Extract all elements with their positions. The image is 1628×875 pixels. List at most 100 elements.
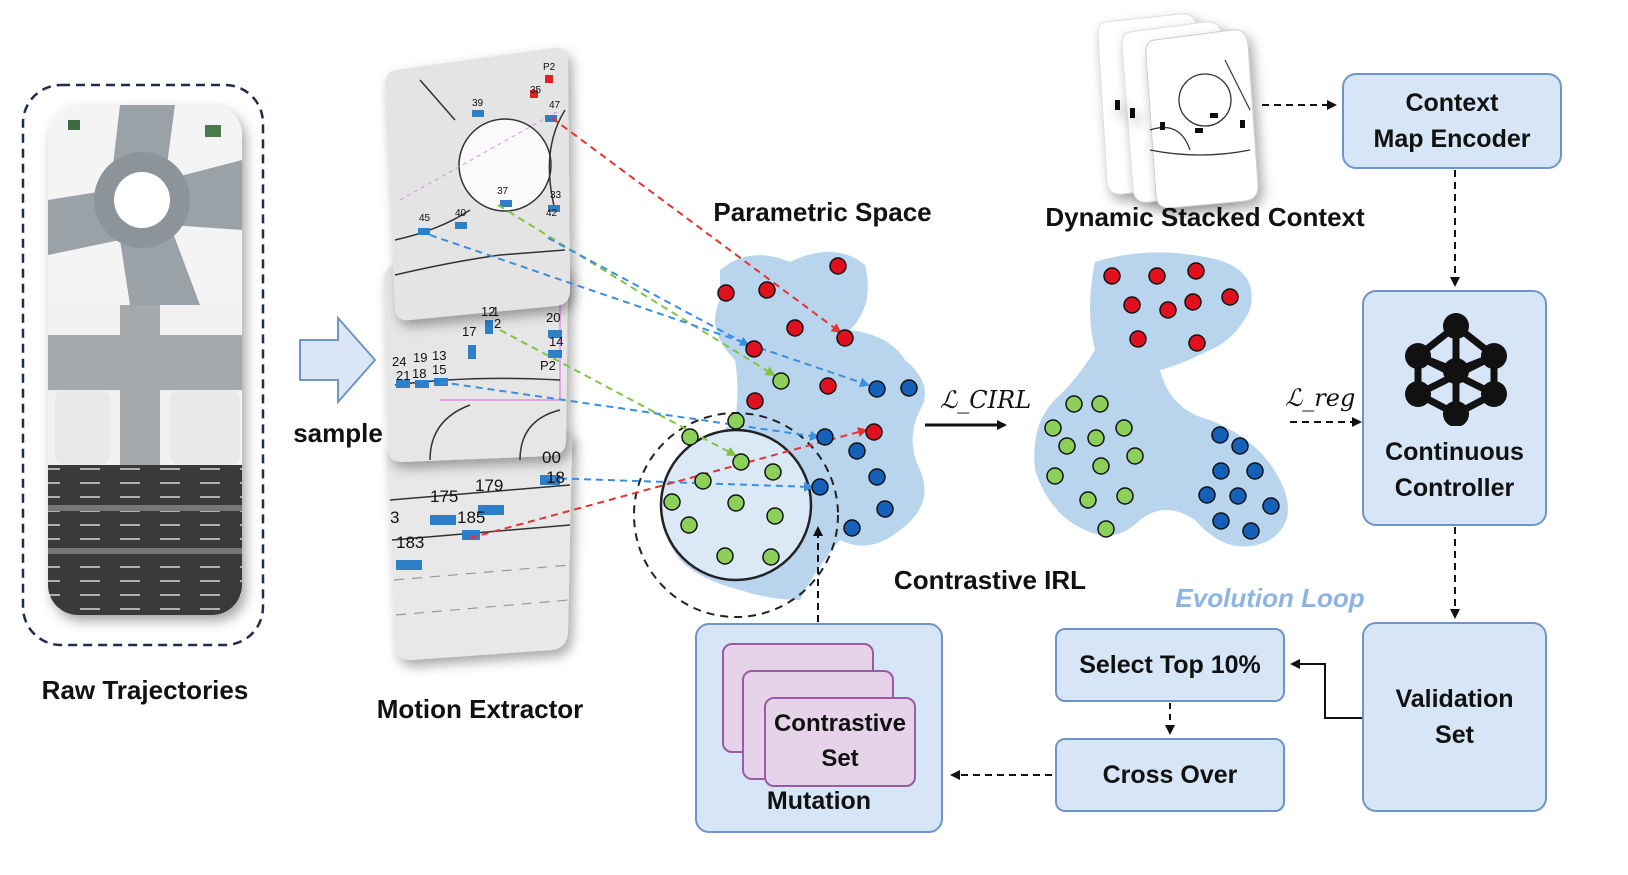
blue-point: [1212, 462, 1230, 480]
green-point: [663, 493, 681, 511]
blue-point: [1229, 487, 1247, 505]
map-number-label: 2: [494, 316, 502, 331]
map-number-label: 12: [481, 304, 496, 319]
blue-point: [876, 500, 894, 518]
sample-arrow: [299, 315, 377, 405]
blue-point: [868, 468, 886, 486]
mapping-arrow-blue-3: [439, 381, 820, 441]
red-point: [1123, 296, 1141, 314]
map-number-label: 35: [530, 85, 542, 96]
red-point: [758, 281, 776, 299]
map-number-label: 179: [475, 476, 504, 495]
dynamic-stacked-context-maps: [1097, 13, 1259, 209]
blue-point: [811, 478, 829, 496]
map-number-label: 37: [497, 186, 509, 197]
reg-loss-label: ℒ_reg: [1285, 384, 1356, 412]
continuous-controller-label: Continuous Controller: [1385, 437, 1524, 502]
red-point: [819, 377, 837, 395]
sample-label: sample: [293, 418, 383, 448]
map-number-label: 18: [546, 468, 565, 487]
map-number-label: 39: [472, 98, 484, 109]
neural-network-icon: [1405, 313, 1507, 426]
red-point: [1187, 262, 1205, 280]
red-point: [865, 423, 883, 441]
blue-point: [848, 442, 866, 460]
blue-point: [1198, 486, 1216, 504]
blue-point: [843, 519, 861, 537]
green-point: [1079, 491, 1097, 509]
contrastive-set-card: Contrastive Set: [764, 697, 916, 787]
mapping-arrow-blue-4: [547, 477, 814, 492]
blue-point: [1246, 462, 1264, 480]
green-point: [1097, 520, 1115, 538]
cirl-loss-label: ℒ_CIRL: [940, 386, 1032, 414]
map-number-label: 45: [419, 213, 431, 224]
map-number-label: 175: [430, 487, 459, 506]
map-number-label: 17: [462, 324, 477, 339]
map-number-label: 1: [492, 304, 500, 319]
map-number-label: 47: [549, 100, 561, 111]
blue-point: [868, 380, 886, 398]
red-point: [1103, 267, 1121, 285]
mapping-arrow-blue-1: [429, 234, 870, 388]
green-point: [1091, 395, 1109, 413]
mapping-arrow-blue-2: [547, 237, 750, 346]
green-point: [694, 472, 712, 490]
blue-point: [1262, 497, 1280, 515]
blue-point: [1242, 522, 1260, 540]
green-point: [1058, 437, 1076, 455]
red-point: [829, 257, 847, 275]
raw-trajectories-panel: [21, 83, 265, 647]
cross-over-box: Cross Over: [1055, 738, 1285, 812]
blue-point: [900, 379, 918, 397]
map-number-label: 00: [542, 448, 561, 467]
mutation-box: Contrastive Set Mutation: [695, 623, 943, 833]
map-number-label: 183: [396, 533, 425, 552]
green-point: [1126, 447, 1144, 465]
validation-to-select-arrow: [1290, 659, 1362, 719]
parametric-space-points: [663, 257, 918, 566]
raw-trajectories-label: Raw Trajectories: [41, 675, 249, 705]
blue-point: [816, 428, 834, 446]
evolution-loop-label: Evolution Loop: [1175, 583, 1365, 613]
red-point: [745, 340, 763, 358]
map-number-label: P2: [543, 62, 556, 73]
map-card-top: [385, 47, 570, 321]
mutation-label: Mutation: [766, 786, 872, 815]
map-number-label: 3: [390, 508, 400, 527]
green-point: [1046, 467, 1064, 485]
motion-extractor-label: Motion Extractor: [376, 694, 584, 724]
green-point: [1087, 429, 1105, 447]
select-top-box: Select Top 10%: [1055, 628, 1285, 702]
green-point: [766, 507, 784, 525]
blue-point: [1231, 437, 1249, 455]
map-number-label: 19: [413, 350, 428, 365]
green-point: [680, 516, 698, 534]
raw-trajectories-border: [21, 83, 265, 647]
map-number-label: 21: [396, 368, 411, 383]
green-point: [732, 453, 750, 471]
red-point: [1159, 301, 1177, 319]
contrastive-irl-label: Contrastive IRL: [893, 565, 1087, 595]
continuous-controller-box: Continuous Controller: [1362, 290, 1547, 526]
green-point: [1044, 419, 1062, 437]
map-number-label: 14: [549, 334, 564, 349]
motion-extractor-maps: [384, 47, 573, 660]
separated-space-points: [1044, 262, 1280, 540]
mapping-arrow-green-1: [497, 204, 776, 377]
red-point: [1188, 334, 1206, 352]
dynamic-stacked-context-label: Dynamic Stacked Context: [1045, 202, 1365, 232]
green-point: [727, 494, 745, 512]
map-number-label: 185: [457, 508, 486, 527]
parametric-space-label: Parametric Space: [713, 197, 932, 227]
green-point: [716, 547, 734, 565]
green-point: [1116, 487, 1134, 505]
map-card-bottom: [388, 430, 573, 660]
map-number-label: P2: [540, 358, 556, 373]
red-point: [717, 284, 735, 302]
aerial-images: [48, 105, 242, 615]
red-point: [1221, 288, 1239, 306]
validation-set-box: Validation Set: [1362, 622, 1547, 812]
red-point: [1129, 330, 1147, 348]
red-point: [1184, 293, 1202, 311]
